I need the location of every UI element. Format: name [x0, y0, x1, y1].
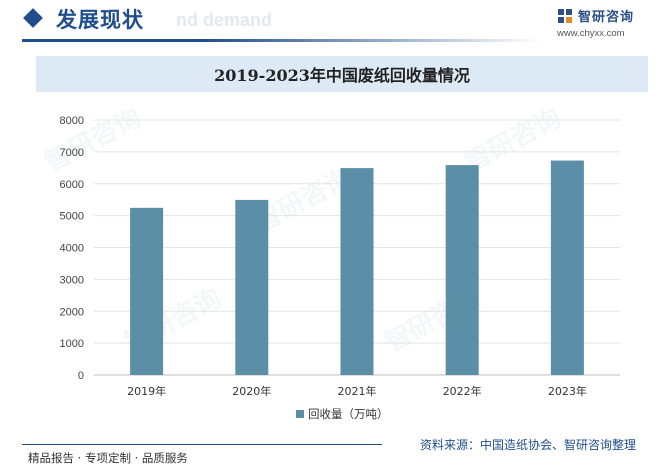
header-ghost-text: nd demand [176, 10, 273, 30]
header-divider [22, 39, 542, 42]
y-tick-label: 4000 [60, 243, 84, 255]
bar [445, 165, 479, 375]
brand-logo-icon [558, 9, 572, 23]
x-tick-label: 2021年 [338, 384, 377, 398]
page-header: nd demand 发展现状 智研咨询 www.chyxx.com [0, 0, 659, 48]
y-tick-label: 3000 [60, 274, 84, 286]
chart-title: 2019-2023年中国废纸回收量情况 [214, 66, 470, 85]
y-tick-label: 6000 [60, 179, 84, 191]
legend-swatch [296, 410, 304, 418]
y-tick-label: 2000 [60, 306, 84, 318]
x-tick-label: 2023年 [548, 384, 587, 398]
x-tick-label: 2019年 [127, 384, 166, 398]
footer-tagline: 精品报告 · 专项定制 · 品质服务 [28, 451, 188, 465]
legend-label: 回收量（万吨） [308, 407, 389, 421]
chart-title-band [36, 56, 648, 92]
bar [235, 199, 269, 375]
bar [340, 168, 374, 375]
y-tick-label: 1000 [60, 338, 84, 350]
y-tick-label: 8000 [60, 115, 84, 127]
y-tick-label: 7000 [60, 147, 84, 159]
y-tick-label: 0 [78, 370, 84, 382]
section-title: 发展现状 [56, 7, 144, 32]
x-tick-label: 2020年 [232, 384, 271, 398]
brand-url: www.chyxx.com [557, 28, 625, 39]
x-tick-label: 2022年 [443, 384, 482, 398]
y-tick-label: 5000 [60, 211, 84, 223]
footer-divider [22, 444, 382, 445]
bar [130, 207, 164, 375]
brand-name: 智研咨询 [578, 10, 635, 25]
bar [550, 160, 584, 375]
source-note: 资料来源：中国造纸协会、智研咨询整理 [420, 438, 637, 452]
